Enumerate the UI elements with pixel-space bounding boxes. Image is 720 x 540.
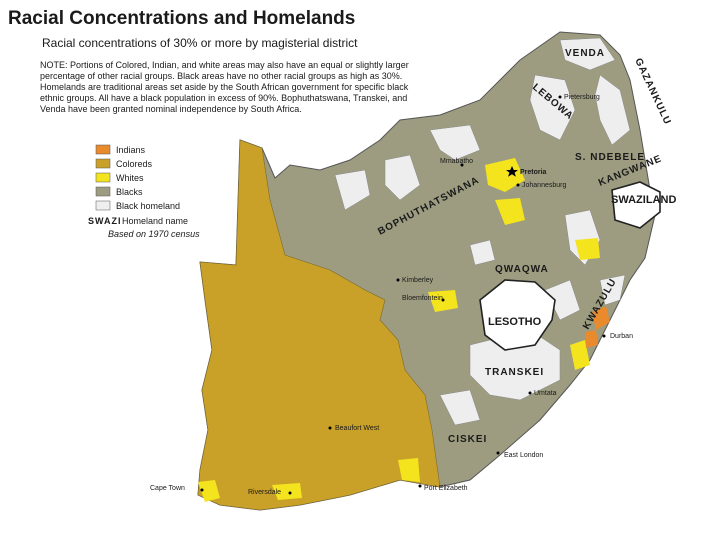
city-dot: [288, 491, 292, 495]
city-label: Durban: [610, 333, 633, 340]
homeland-label: S. NDEBELE: [575, 152, 645, 163]
note-line: percentage of other racial groups. Black…: [40, 71, 402, 81]
homeland-label: CISKEI: [448, 434, 487, 445]
legend-label: Coloreds: [116, 159, 153, 169]
legend-swatch: [95, 200, 111, 211]
coloreds-region: [197, 139, 441, 511]
city-dot: [200, 488, 204, 492]
city-dot: [496, 451, 500, 455]
homeland-key-label: Homeland name: [122, 216, 188, 226]
homeland-label: GAZANKULU: [632, 57, 673, 127]
census-note: Based on 1970 census: [108, 229, 200, 239]
note-line: ethnic groups. All have a black populati…: [40, 93, 407, 103]
legend-label: Black homeland: [116, 201, 180, 211]
lesotho: [479, 279, 556, 351]
city-label: Pretoria: [520, 169, 547, 176]
city-dot: [558, 95, 562, 99]
homeland-label: TRANSKEI: [485, 367, 544, 378]
legend-swatch: [95, 172, 111, 183]
legend-swatch: [95, 186, 111, 197]
city-dot: [328, 426, 332, 430]
city-label: Cape Town: [150, 485, 185, 492]
city-label: East London: [504, 452, 543, 459]
legend-swatch: [95, 158, 111, 169]
city-dot: [528, 391, 532, 395]
city-label: Port Elizabeth: [424, 485, 468, 492]
homeland-label: QWAQWA: [495, 264, 549, 275]
note-line: NOTE: Portions of Colored, Indian, and w…: [40, 60, 409, 70]
city-dot: [516, 183, 520, 187]
city-dot: [441, 298, 445, 302]
cities: Pietersburg Pretoria Johannesburg Mmabat…: [150, 94, 633, 496]
city-dot: [460, 163, 464, 167]
city-label: Riversdale: [248, 489, 281, 496]
capital-star: [505, 166, 518, 177]
city-label: Bloemfontein: [402, 295, 443, 302]
city-dot: [396, 278, 400, 282]
city-label: Mmabatho: [440, 158, 473, 165]
title: Racial Concentrations and Homelands: [8, 8, 355, 29]
indian-areas: [585, 306, 610, 348]
country-label: LESOTHO: [488, 316, 542, 328]
city-label: Umtata: [534, 390, 557, 397]
note-line: Homelands are traditional areas set asid…: [40, 82, 409, 92]
legend-label: Blacks: [116, 187, 143, 197]
homeland-key-abbr: SWAZI: [88, 216, 122, 226]
city-label: Johannesburg: [522, 182, 566, 189]
white-areas: [198, 158, 600, 502]
city-dot: [418, 484, 422, 488]
legend-swatch: [95, 144, 111, 155]
swaziland: [611, 181, 661, 229]
country-label: SWAZILAND: [611, 194, 676, 206]
city-dot: [602, 334, 606, 338]
note-line: Venda have been granted nominal independ…: [40, 104, 302, 114]
city-label: Beaufort West: [335, 425, 379, 432]
legend: Indians Coloreds Whites Blacks Black hom…: [88, 144, 200, 239]
legend-label: Whites: [116, 173, 144, 183]
city-label: Kimberley: [402, 277, 434, 284]
homeland-label: VENDA: [565, 48, 605, 59]
subtitle: Racial concentrations of 30% or more by …: [42, 36, 358, 50]
city-label: Pietersburg: [564, 94, 600, 101]
legend-label: Indians: [116, 145, 146, 155]
